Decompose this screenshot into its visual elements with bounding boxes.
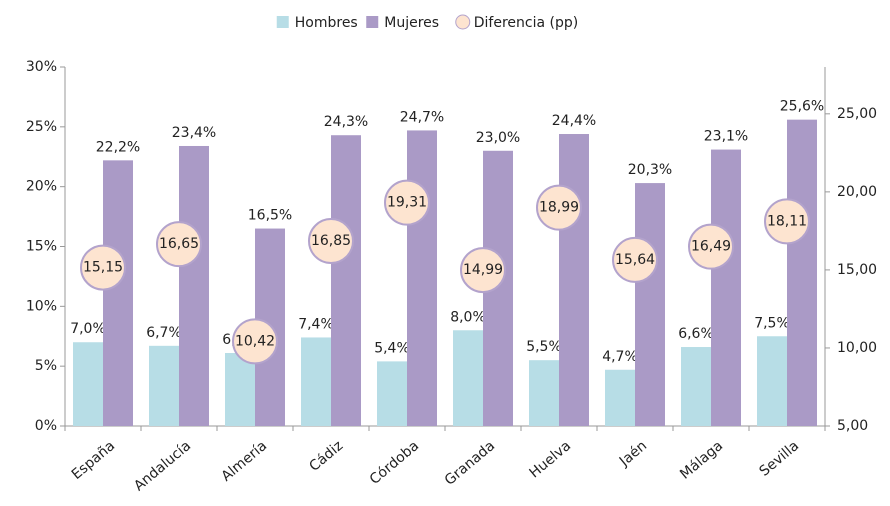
bar — [149, 345, 179, 426]
bar — [377, 361, 407, 426]
data-label: 15,15 — [83, 260, 123, 276]
marker — [80, 244, 126, 291]
marker — [460, 247, 506, 294]
data-label: 16,85 — [311, 233, 351, 249]
data-label: 7,4% — [298, 316, 334, 332]
bar — [453, 330, 483, 426]
y2-tick-label: 10,00 — [837, 340, 877, 356]
y-tick-label: 10% — [26, 298, 57, 314]
marker — [612, 236, 658, 283]
legend-label: Mujeres — [384, 15, 439, 31]
x-tick-label: Granada — [442, 438, 498, 489]
marker — [764, 198, 810, 245]
data-label: 25,6% — [780, 99, 824, 115]
marker — [688, 223, 734, 270]
data-label: 7,5% — [754, 315, 790, 331]
bar — [529, 360, 559, 426]
y-tick-label: 0% — [35, 418, 57, 434]
y2-tick-label: 25,00 — [837, 106, 877, 122]
y2-tick-label: 15,00 — [837, 262, 877, 278]
bar — [787, 119, 817, 427]
data-label: 14,99 — [463, 262, 503, 278]
data-label: 20,3% — [628, 162, 672, 178]
data-label: 8,0% — [450, 309, 486, 325]
y-tick-label: 20% — [26, 179, 57, 195]
data-label: 7,0% — [70, 321, 106, 337]
data-label: 23,4% — [172, 125, 216, 141]
legend-swatch — [455, 14, 471, 30]
data-label: 16,65 — [159, 236, 199, 252]
data-label: 23,0% — [476, 130, 520, 146]
y-tick-label: 25% — [26, 119, 57, 135]
marker — [308, 218, 354, 265]
bar — [711, 149, 741, 426]
bar — [331, 135, 361, 426]
data-label: 5,4% — [374, 340, 410, 356]
bar — [559, 134, 589, 426]
data-label: 15,64 — [615, 252, 655, 268]
bar — [301, 337, 331, 426]
y-tick-label: 5% — [35, 358, 57, 374]
bar — [225, 353, 255, 426]
legend-label: Hombres — [295, 15, 358, 31]
data-label: 18,11 — [767, 213, 807, 229]
data-label: 6,6% — [678, 326, 714, 342]
data-label: 24,4% — [552, 113, 596, 129]
marker — [156, 221, 202, 268]
data-label: 5,5% — [526, 339, 562, 355]
data-label: 16,5% — [248, 208, 292, 224]
bar — [73, 342, 103, 426]
y-tick-label: 30% — [26, 59, 57, 75]
y2-tick-label: 5,00 — [837, 418, 868, 434]
marker — [536, 184, 582, 231]
y2-tick-label: 20,00 — [837, 184, 877, 200]
data-label: 16,49 — [691, 239, 731, 255]
x-tick-label: Huelva — [526, 438, 574, 482]
x-tick-label: Jaén — [616, 438, 650, 470]
bar — [635, 183, 665, 426]
data-label: 24,7% — [400, 109, 444, 125]
x-tick-label: Cádiz — [306, 438, 346, 475]
x-tick-label: Almería — [219, 438, 271, 485]
legend-label: Diferencia (pp) — [474, 15, 578, 31]
marker — [384, 179, 430, 226]
x-tick-label: España — [69, 438, 118, 483]
marker — [232, 318, 278, 365]
legend-swatch — [366, 16, 379, 28]
legend-swatch — [276, 16, 289, 28]
bar — [757, 336, 787, 426]
data-label: 23,1% — [704, 129, 748, 145]
bar — [103, 160, 133, 426]
x-tick-label: Sevilla — [757, 438, 803, 480]
bar — [605, 369, 635, 426]
bar — [681, 347, 711, 426]
x-tick-label: Córdoba — [367, 438, 422, 488]
y-tick-label: 15% — [26, 239, 57, 255]
data-label: 6,7% — [146, 325, 182, 341]
data-label: 10,42 — [235, 333, 275, 349]
data-label: 19,31 — [387, 195, 427, 211]
bar — [407, 130, 437, 426]
x-tick-label: Málaga — [677, 438, 726, 483]
data-label: 18,99 — [539, 200, 579, 216]
bar — [179, 145, 209, 427]
data-label: 24,3% — [324, 114, 368, 130]
data-label: 4,7% — [602, 349, 638, 365]
data-label: 22,2% — [96, 139, 140, 155]
x-tick-label: Andalucía — [131, 438, 194, 495]
